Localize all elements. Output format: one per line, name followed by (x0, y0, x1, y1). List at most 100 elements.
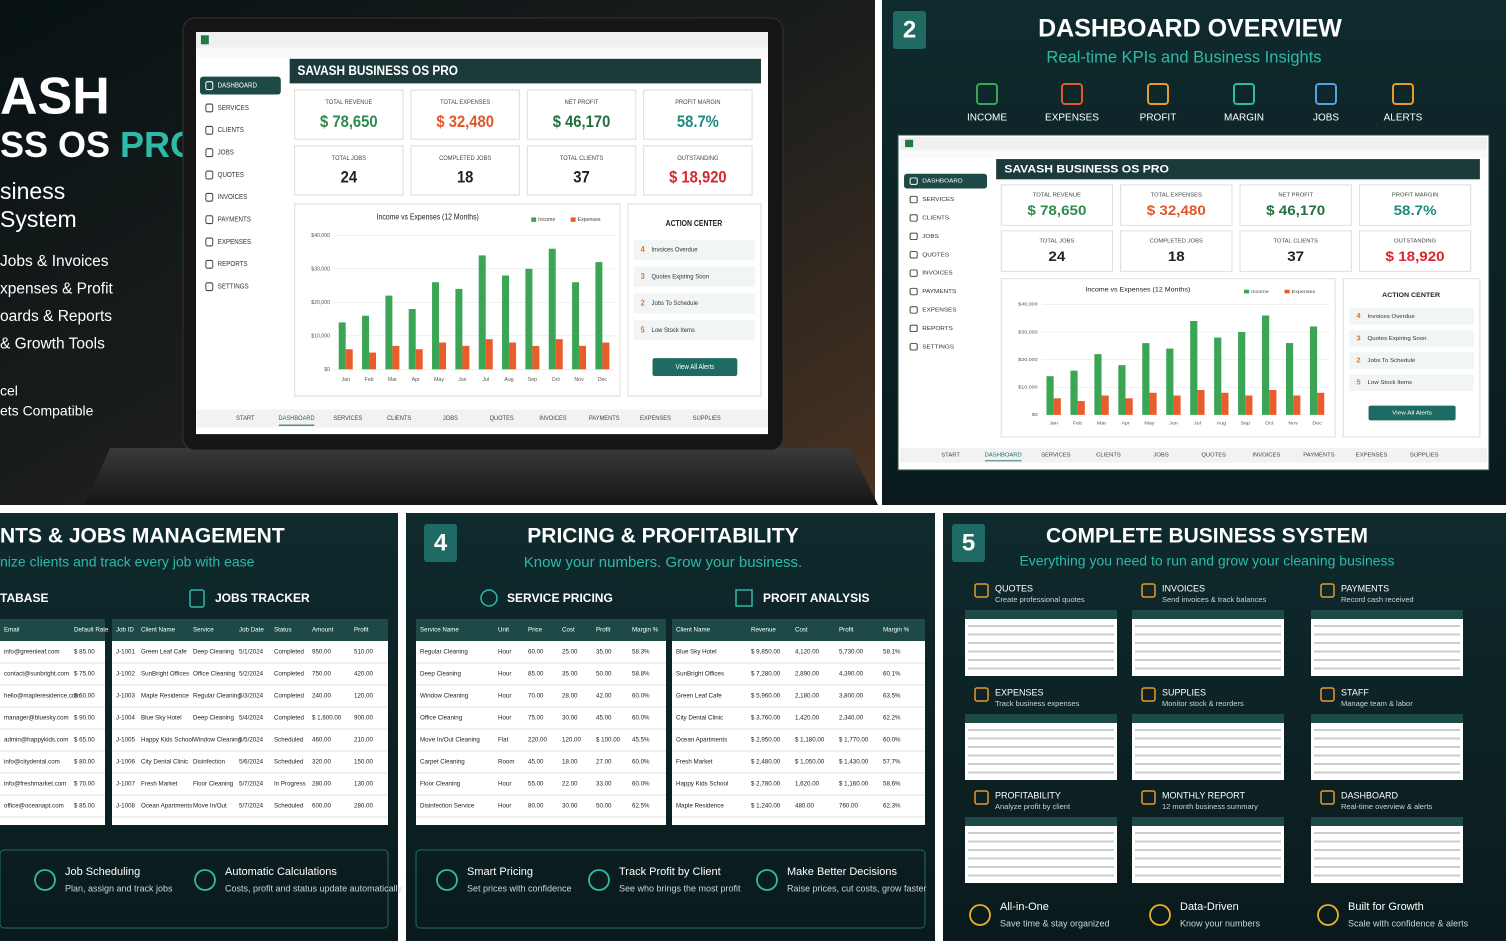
table-cell: 28.00 (562, 693, 578, 700)
kpi-card (294, 89, 404, 140)
legend-label: Income (1251, 289, 1269, 295)
tile-icon (1141, 583, 1156, 598)
hero-compat: cel (0, 383, 18, 399)
table-cell: 120.00 (562, 737, 581, 744)
nav-item: JOBS (218, 149, 235, 156)
table-header-cell: Price (528, 627, 543, 634)
nav-item: REPORTS (218, 261, 248, 268)
table-cell: 60.0% (632, 781, 650, 788)
feature-icon (756, 869, 778, 891)
kpi-icon (1061, 83, 1083, 105)
kpi-icon-label: EXPENSES (1045, 113, 1099, 124)
panel-title: COMPLETE BUSINESS SYSTEM (1046, 525, 1368, 548)
chart-title: Income vs Expenses (12 Months) (1085, 287, 1190, 294)
table-cell: Ocean Apartments (141, 803, 192, 810)
tile-icon (1141, 790, 1156, 805)
y-tick-label: $20,000 (311, 300, 330, 306)
action-button-label: View All Alerts (675, 364, 714, 371)
table-header-cell: Cost (795, 627, 808, 634)
nav-item: INVOICES (218, 194, 248, 201)
feature-title: Built for Growth (1348, 901, 1424, 913)
table-bg (416, 619, 666, 825)
tile-icon (974, 687, 989, 702)
table-cell: Room (498, 759, 515, 766)
table-cell: Maple Residence (676, 803, 724, 810)
bar (455, 288, 463, 370)
x-tick-label: May (434, 377, 444, 383)
feature-text: Know your numbers (1180, 918, 1261, 928)
kpi-value: $ 78,650 (320, 113, 378, 131)
sheet-tab: INVOICES (1252, 453, 1280, 459)
action-text: Quotes Expiring Soon (1368, 336, 1427, 342)
bar (1262, 315, 1270, 415)
sheet-tab: QUOTES (1201, 453, 1226, 459)
table-cell: Move In/Out (193, 803, 227, 810)
action-text: Jobs To Schedule (652, 300, 699, 307)
bar (1053, 398, 1061, 415)
tab-bar (196, 409, 768, 428)
table-cell: 5/7/2024 (239, 803, 264, 810)
kpi-label: NET PROFIT (565, 99, 599, 106)
table-cell: Scheduled (274, 803, 304, 810)
table-cell: 33.00 (596, 781, 612, 788)
table-header-cell: Client Name (141, 627, 176, 634)
tile-text: Manage team & labor (1341, 699, 1413, 708)
table-cell: Ocean Apartments (676, 737, 727, 744)
legend-swatch (570, 217, 576, 222)
feature-title: Smart Pricing (467, 866, 533, 878)
sheet-tab: EXPENSES (640, 415, 671, 422)
feature-title: Job Scheduling (65, 866, 140, 878)
action-count: 3 (641, 271, 646, 281)
table-cell: 220.00 (528, 737, 547, 744)
bar (1245, 395, 1253, 415)
y-tick-label: $30,000 (311, 266, 330, 272)
kpi-label: OUTSTANDING (1394, 239, 1436, 245)
action-text: Invoices Overdue (1368, 314, 1415, 320)
table-cell: Green Leaf Cafe (141, 649, 187, 656)
nav-icon (909, 324, 918, 333)
action-button-label: View All Alerts (1392, 410, 1432, 417)
bar (1214, 337, 1222, 415)
table-cell: 760.00 (839, 803, 858, 810)
y-tick-label: $20,000 (1018, 357, 1037, 363)
kpi-label: TOTAL CLIENTS (560, 155, 603, 162)
nav-item: SETTINGS (218, 283, 250, 290)
table-cell: 280.00 (312, 781, 331, 788)
action-button (652, 358, 738, 377)
x-tick-label: Sep (1241, 421, 1251, 427)
table-cell: $ 100.00 (596, 737, 621, 744)
x-tick-label: May (1144, 421, 1155, 427)
table-cell: Hour (498, 781, 511, 788)
table-cell: City Dental Clinic (141, 759, 188, 766)
table-cell: J-1006 (116, 759, 135, 766)
kpi-value: 58.7% (677, 113, 719, 131)
hero-bullet: & Growth Tools (0, 336, 105, 353)
bar (415, 349, 423, 370)
sheet-tab: START (236, 415, 254, 422)
kpi-label: COMPLETED JOBS (1150, 239, 1204, 245)
nav-icon (205, 81, 214, 91)
panel-title: PRICING & PROFITABILITY (527, 525, 798, 548)
table-cell: 22.00 (562, 781, 578, 788)
hero-bullet: xpenses & Profit (0, 281, 114, 298)
feature-title: Track Profit by Client (619, 866, 721, 878)
table-cell: 5,730.00 (839, 649, 864, 656)
table-cell: Happy Kids School (141, 737, 193, 744)
table-cell: Maple Residence (141, 693, 189, 700)
bar (1317, 392, 1325, 415)
action-title: ACTION CENTER (666, 219, 723, 229)
feature-box (415, 849, 926, 929)
table-header-cell: Profit (839, 627, 854, 634)
table-cell: 45.5% (632, 737, 650, 744)
sheet-tab: SERVICES (333, 415, 362, 422)
tile-thumb-header (965, 610, 1117, 619)
table-cell: $ 9,850.00 (751, 649, 781, 656)
tile-text: Monitor stock & reorders (1162, 699, 1244, 708)
hero-title-part: SS OS (0, 124, 110, 165)
kpi-card (1120, 230, 1233, 272)
bar (1269, 390, 1277, 415)
kpi-icon (1147, 83, 1169, 105)
nav-item: EXPENSES (218, 239, 252, 246)
kpi-card (643, 89, 753, 140)
